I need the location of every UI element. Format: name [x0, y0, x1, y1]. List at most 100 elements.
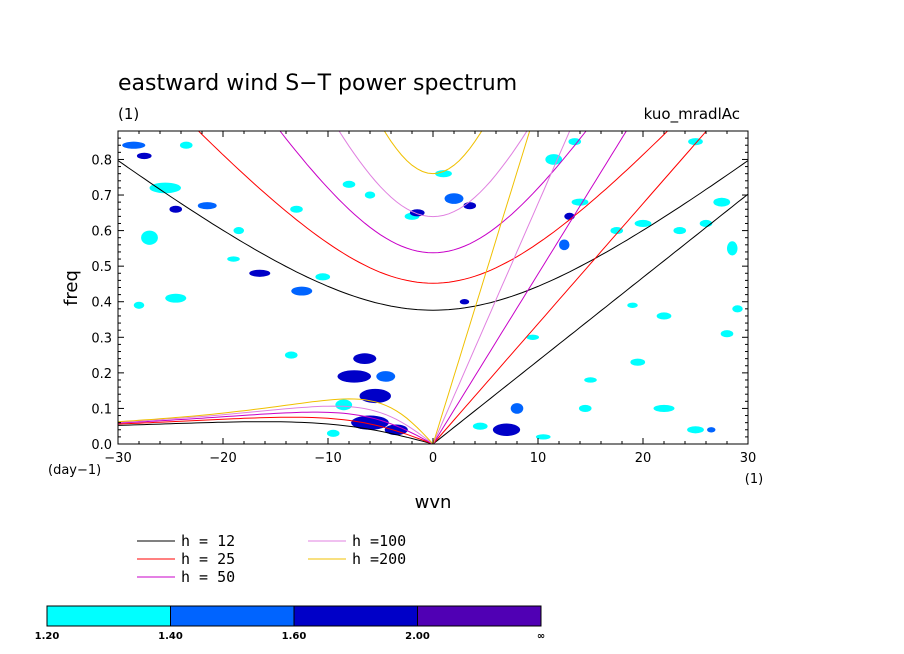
- colorbar-label: 1.60: [282, 631, 307, 642]
- shaded-blob-36: [559, 239, 570, 251]
- shaded-blob-49: [630, 358, 646, 366]
- y-unit-label: (day−1): [48, 463, 101, 478]
- curve-h12-rossby1: [118, 421, 434, 444]
- shaded-blob-19: [359, 388, 391, 404]
- curve-h100-rossby1: [118, 405, 434, 444]
- shaded-blob-30: [435, 170, 452, 178]
- legend-label-h12: h = 12: [181, 532, 235, 550]
- shaded-blob-53: [727, 241, 738, 256]
- legend-label-h50: h = 50: [181, 568, 235, 586]
- y-tick-label: 0.6: [91, 225, 112, 240]
- shaded-blob-1: [136, 152, 152, 160]
- plot-area: −30 −20 −10 0 10 20 30 0.0 0.1 0.2 0.3 0.4 0.5 0.6 0.7…: [91, 130, 756, 466]
- shaded-blob-8: [249, 269, 271, 277]
- shaded-blob-7: [233, 227, 244, 235]
- shaded-blob-2: [179, 141, 193, 149]
- axis-ticks: −30 −20 −10 0 10 20 30 0.0 0.1 0.2 0.3 0.4 0.5 0.6 0.7…: [91, 131, 756, 466]
- shaded-blob-17: [337, 370, 372, 383]
- shaded-blob-41: [584, 377, 597, 383]
- shaded-blob-34: [472, 422, 488, 430]
- shaded-blob-44: [673, 227, 687, 235]
- shaded-blob-24: [284, 351, 298, 359]
- shaded-blob-57: [578, 404, 592, 412]
- colorbar: 1.20 1.40 1.60 2.00 ∞: [35, 605, 545, 642]
- shaded-blob-3: [149, 182, 181, 194]
- curve-h50-rossby1: [118, 411, 434, 444]
- shaded-blob-56: [627, 302, 638, 308]
- shaded-blob-38: [571, 198, 589, 206]
- curve-h100-ig1: [338, 131, 528, 218]
- colorbar-segment: [46, 605, 171, 627]
- shaded-blob-45: [713, 197, 731, 207]
- shaded-blob-27: [444, 193, 464, 204]
- shaded-blob-55: [732, 305, 743, 313]
- curve-h200-rossby1: [118, 398, 434, 444]
- shaded-blob-40: [526, 334, 540, 340]
- curve-h50-ig1: [279, 131, 587, 254]
- curve-h25-rossby1: [118, 416, 434, 444]
- shaded-blob-12: [291, 286, 313, 296]
- curve-h50-kelvin: [432, 131, 627, 444]
- y-tick-label: 0.1: [91, 402, 112, 417]
- shaded-blob-13: [315, 273, 331, 281]
- y-tick-label: 0.5: [91, 260, 112, 275]
- shaded-blob-32: [492, 423, 521, 436]
- curve-h25-ig1: [197, 131, 669, 284]
- colorbar-label: 1.20: [35, 631, 60, 642]
- x-tick-label: −30: [104, 451, 131, 466]
- x-unit-label: (1): [745, 472, 763, 487]
- shaded-blob-48: [656, 312, 672, 320]
- shaded-blob-15: [342, 180, 356, 188]
- shaded-blob-16: [353, 353, 377, 364]
- y-tick-label: 0.2: [91, 367, 112, 382]
- shaded-blob-23: [326, 429, 340, 437]
- shaded-blob-4: [169, 205, 183, 213]
- shaded-blob-25: [364, 191, 376, 199]
- x-tick-label: 10: [530, 451, 547, 466]
- chart-title: eastward wind S−T power spectrum: [118, 71, 517, 96]
- chart-subtitle-left: (1): [118, 105, 139, 123]
- x-tick-label: 0: [429, 451, 437, 466]
- shaded-blob-50: [653, 404, 675, 412]
- shaded-blob-31: [459, 299, 470, 305]
- shaded-regions: [122, 138, 743, 440]
- shaded-blob-33: [510, 403, 524, 414]
- shaded-blob-29: [463, 202, 477, 210]
- curve-h200-ig1: [383, 131, 483, 175]
- legend-label-h25: h = 25: [181, 550, 235, 568]
- shaded-blob-51: [687, 426, 704, 434]
- x-tick-label: 20: [635, 451, 652, 466]
- shaded-blob-5: [197, 202, 217, 210]
- colorbar-label: 1.40: [158, 631, 183, 642]
- legend-label-h200: h =200: [352, 550, 406, 568]
- legend-label-h100: h =100: [352, 532, 406, 550]
- y-tick-label: 0.7: [91, 189, 112, 204]
- y-tick-label: 0.3: [91, 331, 112, 346]
- shaded-blob-14: [290, 205, 303, 213]
- x-tick-label: −10: [314, 451, 341, 466]
- plot-frame: [117, 130, 749, 445]
- shaded-blob-20: [335, 399, 353, 411]
- x-tick-label: 30: [740, 451, 757, 466]
- curve-h200-kelvin: [432, 131, 531, 444]
- shaded-blob-6: [141, 230, 158, 245]
- shaded-blob-54: [720, 330, 734, 338]
- colorbar-segment: [293, 605, 418, 627]
- shaded-blob-35: [535, 434, 551, 440]
- shaded-blob-18: [376, 371, 396, 382]
- shaded-blob-9: [227, 256, 240, 262]
- colorbar-segment: [170, 605, 295, 627]
- x-axis-label: wvn: [415, 492, 452, 513]
- shaded-blob-11: [133, 301, 145, 309]
- curve-h100-kelvin: [432, 131, 571, 444]
- shaded-blob-43: [634, 219, 652, 228]
- shaded-blob-42: [610, 227, 624, 235]
- curve-h25-kelvin: [432, 131, 708, 444]
- chart-subtitle-right: kuo_mradlAc: [644, 105, 740, 124]
- colorbar-label: ∞: [537, 631, 545, 642]
- shaded-blob-0: [122, 141, 146, 149]
- curve-h12-kelvin: [432, 193, 748, 444]
- shaded-blob-10: [165, 293, 187, 303]
